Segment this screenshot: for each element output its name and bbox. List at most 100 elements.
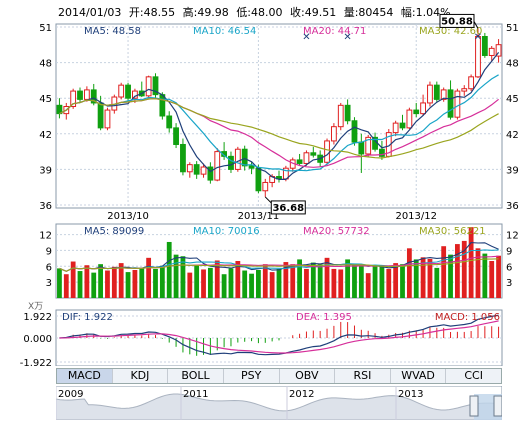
- candle-body: [433, 84, 440, 100]
- volume-bar: [441, 246, 447, 298]
- candle-body: [392, 122, 399, 134]
- candle-body: [248, 165, 255, 169]
- volume-bar: [77, 271, 83, 298]
- price-legend-item: MA30: 42.60: [419, 26, 482, 37]
- volume-bar: [173, 254, 179, 298]
- navigator-history-area: [56, 393, 502, 420]
- candle-body: [132, 90, 138, 99]
- candle-body: [104, 109, 111, 129]
- volume-bar: [283, 262, 289, 298]
- candle-body: [358, 141, 365, 155]
- volume-axis-tick-right: 12: [506, 231, 519, 242]
- volume-bar: [269, 272, 275, 298]
- price-axis-tick-right: 45: [506, 94, 519, 105]
- price-ma-line: [59, 98, 499, 159]
- volume-bar: [331, 268, 337, 298]
- volume-bar: [297, 259, 302, 298]
- tab-rsi[interactable]: RSI: [335, 369, 391, 383]
- price-legend-item: MA20: 44.71: [303, 26, 366, 37]
- macd-axis-tick: -1.922: [20, 358, 52, 366]
- macd-axis-tick: 0.000: [23, 334, 52, 345]
- candle-body: [310, 152, 317, 156]
- navigator-year-label: 2012: [289, 389, 314, 400]
- volume-bar: [159, 265, 165, 298]
- quote-volume: 量:80454: [343, 6, 394, 19]
- dea-legend: DEA: 1.395: [296, 312, 352, 323]
- volume-bar: [146, 257, 152, 298]
- price-axis-tick-left: 48: [39, 59, 52, 70]
- macd-axis-tick: 1.922: [23, 312, 52, 323]
- dif-line: [59, 314, 499, 356]
- price-axis-tick-left: 39: [39, 165, 52, 176]
- volume-bar: [365, 273, 371, 298]
- event-marker-icon: ✕: [474, 32, 482, 43]
- candle-body: [296, 159, 303, 164]
- quote-close: 收:49.51: [290, 6, 337, 19]
- volume-bar: [475, 248, 481, 298]
- candle-body: [427, 84, 433, 104]
- event-marker-icon: ✕: [302, 32, 310, 43]
- navigator-year-label: 2009: [58, 389, 83, 400]
- volume-bar: [235, 261, 241, 298]
- volume-bar: [461, 240, 467, 298]
- candle-body: [262, 181, 269, 192]
- volume-bar: [338, 269, 344, 298]
- candle-body: [241, 148, 248, 167]
- volume-axis-tick-right: 6: [506, 262, 512, 273]
- candle-body: [351, 120, 358, 143]
- price-axis-tick-left: 36: [39, 201, 52, 212]
- tab-macd[interactable]: MACD: [57, 369, 113, 383]
- candle-body: [200, 166, 207, 175]
- volume-bar: [63, 274, 69, 298]
- candle-body: [330, 126, 337, 142]
- candle-body: [166, 115, 173, 129]
- date-range-navigator[interactable]: 2009 2011 2012 2013: [56, 386, 502, 420]
- candle-body: [461, 88, 468, 92]
- volume-bar: [454, 244, 460, 298]
- candle-body: [97, 102, 104, 129]
- candle-body: [125, 84, 131, 99]
- candle-body: [83, 89, 90, 100]
- price-axis-tick-left: 42: [39, 130, 52, 141]
- volume-bar: [386, 268, 392, 298]
- low-label-pointer: [264, 196, 272, 204]
- volume-bar: [489, 261, 495, 298]
- volume-bar: [242, 270, 248, 298]
- quote-change: 幅:1.04%: [400, 6, 451, 19]
- candle-body: [173, 127, 179, 145]
- dea-line: [59, 320, 499, 354]
- price-legend-item: MA10: 46.54: [193, 26, 256, 37]
- candle-body: [379, 148, 385, 157]
- tab-cci[interactable]: CCI: [464, 369, 483, 382]
- quote-date: 2014/01/03: [58, 6, 122, 19]
- tab-boll[interactable]: BOLL: [168, 369, 224, 383]
- candle-body: [337, 104, 344, 128]
- quote-open: 开:48.55: [128, 6, 176, 19]
- price-axis-tick-left: 45: [39, 94, 52, 105]
- date-axis-tick: 2013/12: [395, 211, 437, 222]
- tab-wvad[interactable]: WVAD: [391, 369, 447, 383]
- volume-bar: [139, 268, 145, 298]
- volume-bar: [125, 272, 131, 298]
- volume-bar: [153, 268, 158, 298]
- volume-bar: [105, 270, 110, 298]
- volume-axis-tick-left: 12: [39, 231, 52, 242]
- volume-bar: [372, 265, 378, 298]
- candle-body: [228, 155, 234, 170]
- high-price-label: 50.88: [441, 16, 473, 27]
- tab-obv[interactable]: OBV: [280, 369, 336, 383]
- volume-bar: [482, 253, 488, 298]
- candle-body: [152, 76, 159, 96]
- tab-kdj[interactable]: KDJ: [113, 369, 169, 383]
- volume-bar: [91, 272, 97, 298]
- tab-psy[interactable]: PSY: [224, 369, 280, 383]
- candle-body: [145, 76, 152, 97]
- candle-body: [193, 164, 200, 175]
- volume-bar: [276, 268, 282, 298]
- price-ma-line: [59, 74, 499, 172]
- candle-body: [406, 109, 413, 129]
- volume-bar: [290, 264, 296, 298]
- volume-bar: [221, 274, 227, 298]
- price-legend-item: MA5: 48.58: [84, 26, 141, 37]
